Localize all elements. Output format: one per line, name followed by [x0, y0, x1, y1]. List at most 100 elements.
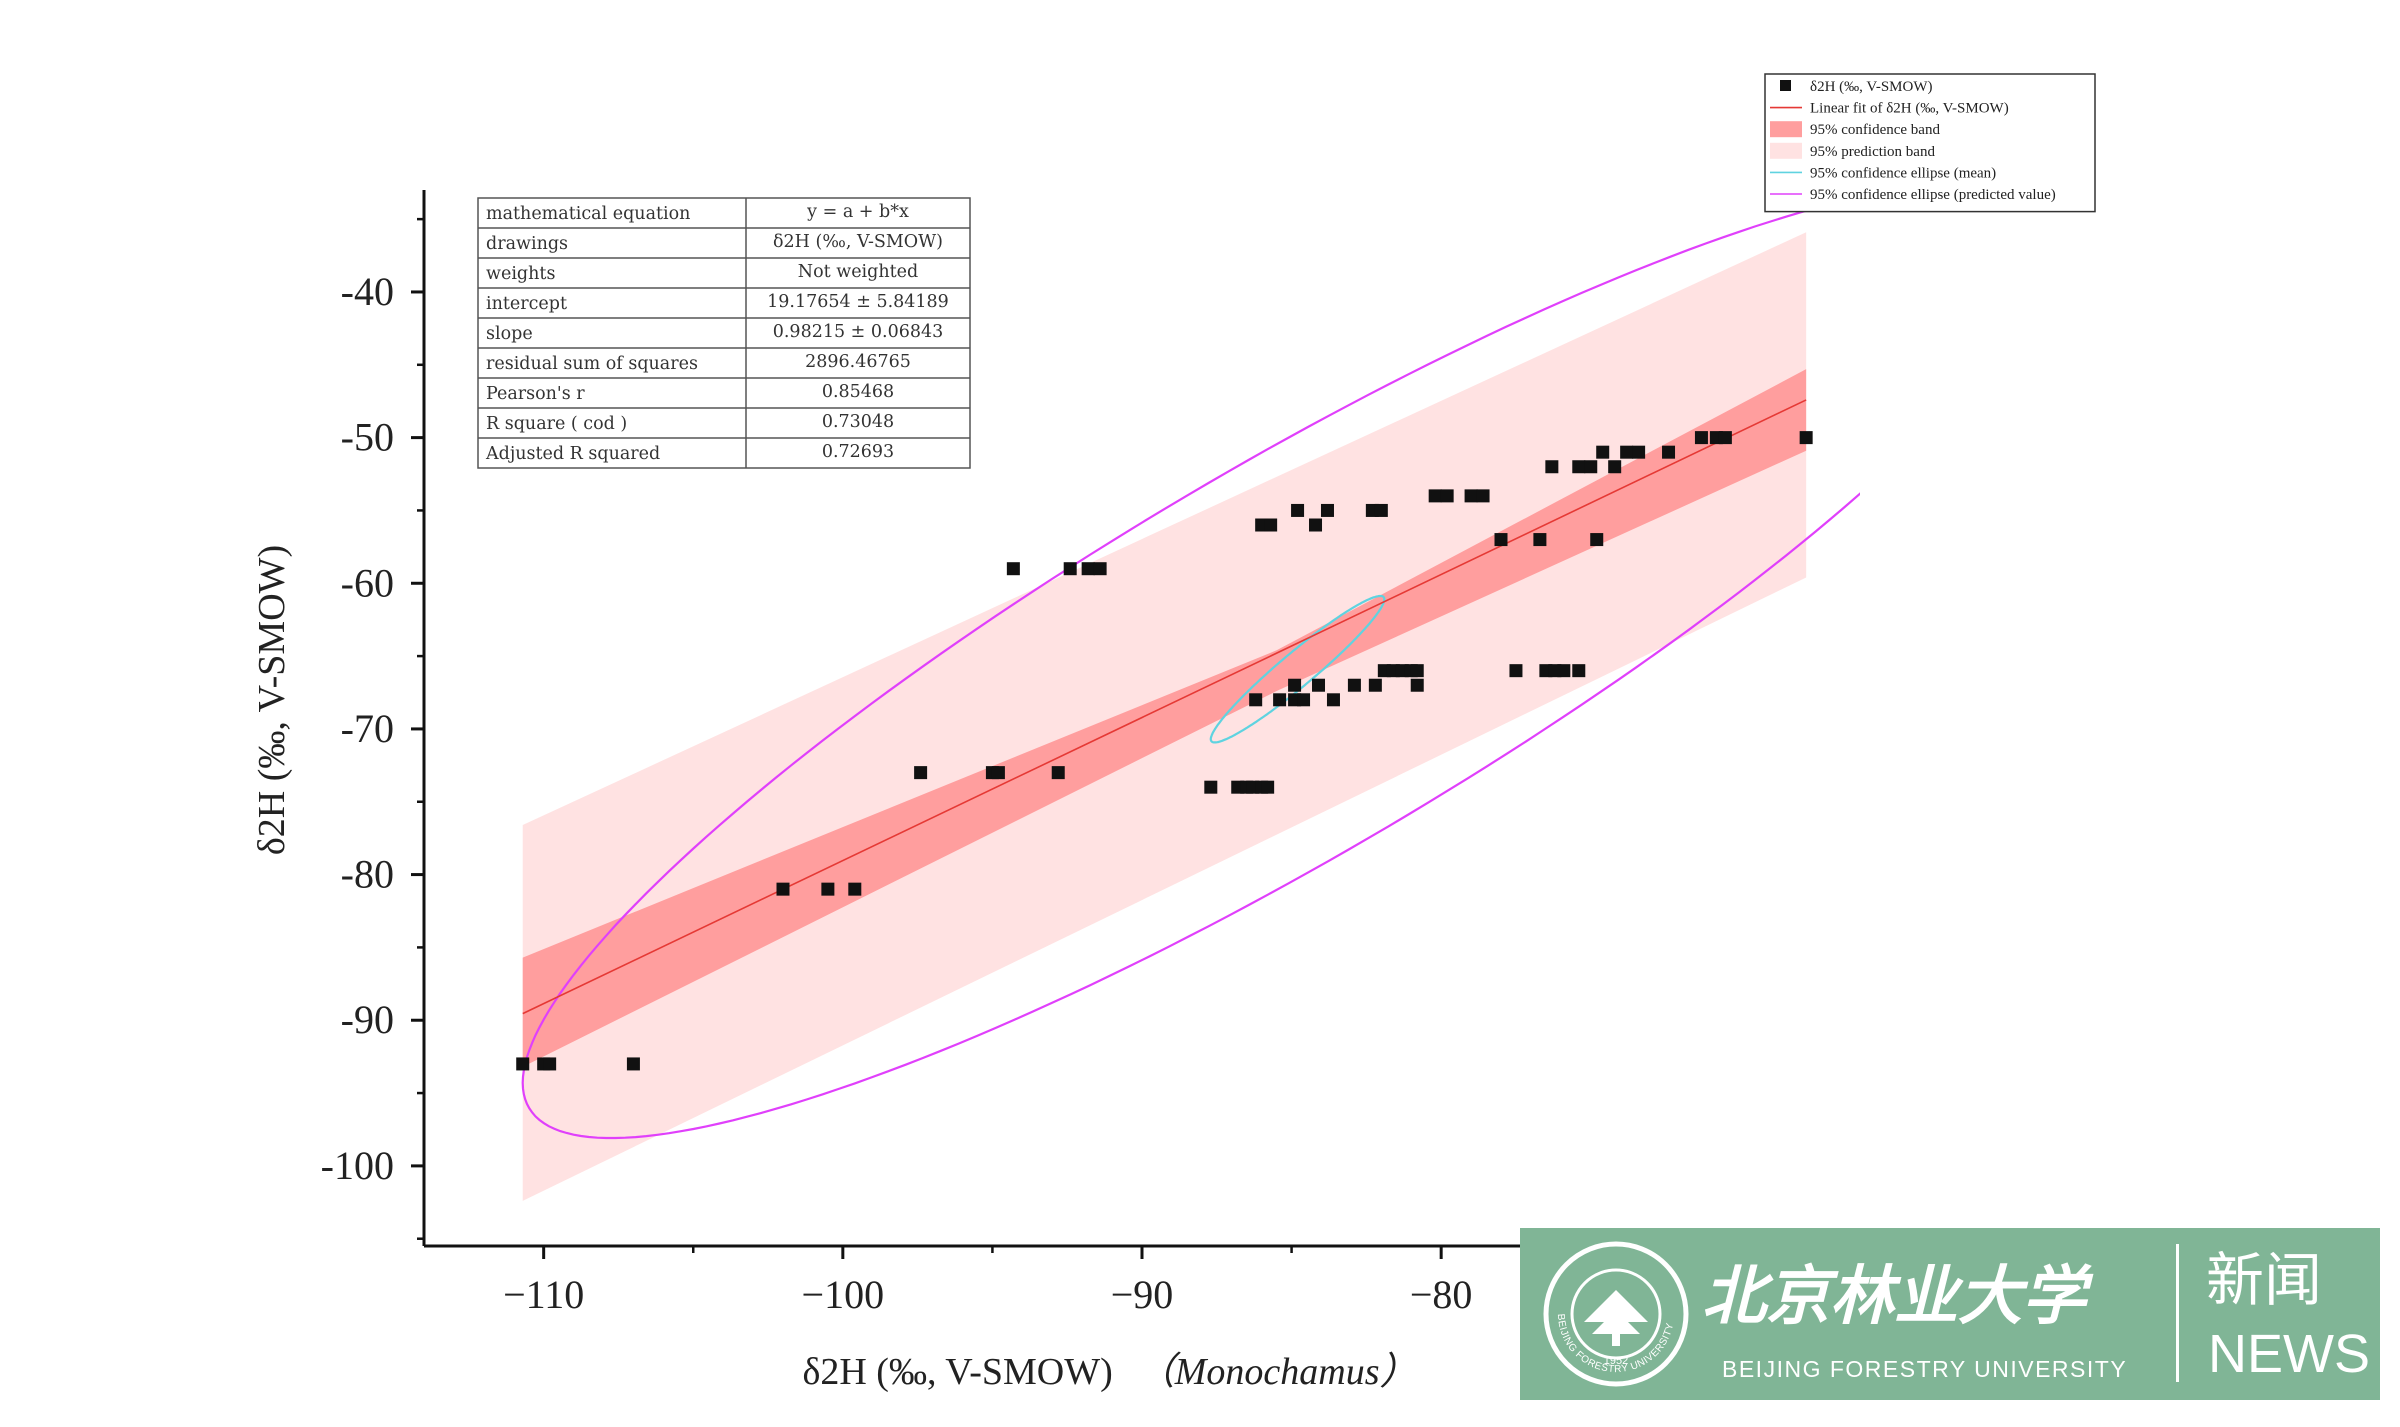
stats-table-value: δ2H (‰, V-SMOW) [773, 232, 943, 252]
stats-table-value: y = a + b*x [806, 202, 909, 222]
legend-frame [1764, 73, 2096, 213]
data-point [1718, 431, 1732, 445]
data-point [1494, 533, 1508, 547]
watermark-background [1520, 1228, 2380, 1400]
data-point [1608, 460, 1622, 474]
data-point [1063, 562, 1077, 576]
data-point [1799, 431, 1813, 445]
data-point [776, 882, 790, 896]
data-point [1312, 678, 1326, 692]
y-tick-label: -90 [341, 997, 394, 1042]
legend-label: 95% confidence ellipse (predicted value) [1810, 187, 2056, 203]
y-tick-label: -60 [341, 560, 394, 605]
legend-marker-fill [1770, 142, 1802, 159]
stats-table-value: Not weighted [798, 262, 918, 282]
brand-chinese: 北京林业大学 [1702, 1260, 2094, 1332]
confidence-ellipse-mean [1209, 594, 1386, 744]
data-point [1662, 445, 1676, 459]
stats-table-label: slope [486, 324, 533, 344]
data-point [1584, 460, 1598, 474]
data-point [848, 882, 862, 896]
stats-table: mathematical equation y = a + b*x drawings… [477, 197, 971, 469]
data-point [1297, 693, 1311, 707]
legend-label: 95% confidence ellipse (mean) [1810, 165, 1996, 181]
stats-table-label: Adjusted R squared [485, 444, 660, 464]
legend-marker-fill [1770, 121, 1802, 138]
y-tick-label: -40 [341, 269, 394, 314]
stats-table-frame [477, 197, 971, 469]
data-point [1632, 445, 1646, 459]
confidence-ellipse-predicted [521, 195, 1860, 1140]
data-point [1288, 678, 1302, 692]
data-point [1249, 693, 1263, 707]
bands-layer [522, 232, 1807, 1201]
data-point [821, 882, 835, 896]
data-point [516, 1057, 530, 1071]
data-point [1410, 678, 1424, 692]
data-point [1326, 693, 1340, 707]
stats-table-value: 2896.46765 [805, 352, 911, 372]
data-point [1273, 693, 1287, 707]
y-tick-label: -70 [341, 706, 394, 751]
data-point [1204, 780, 1218, 794]
x-axis-title: δ2H (‰, V-SMOW) （Monochamus） [802, 1351, 1417, 1393]
data-point [1368, 678, 1382, 692]
data-point [1694, 431, 1708, 445]
stats-table-label: mathematical equation [486, 204, 690, 224]
y-tick-label: -80 [341, 852, 394, 897]
stats-table-label: Pearson's r [486, 384, 585, 404]
data-point [991, 766, 1005, 780]
data-point [1320, 503, 1334, 517]
linear-fit-line [522, 399, 1807, 1015]
x-tick-label: −90 [1111, 1272, 1174, 1317]
stats-table-value: 19.17654 ± 5.84189 [767, 292, 949, 312]
stats-table-label: residual sum of squares [486, 354, 698, 374]
data-point [543, 1057, 557, 1071]
data-point [1410, 664, 1424, 678]
data-point [1374, 503, 1388, 517]
data-point [1620, 445, 1634, 459]
news-chinese: 新闻 [2206, 1248, 2322, 1313]
stats-table-label: R square ( cod ) [486, 414, 627, 434]
data-point [1006, 562, 1020, 576]
data-point [1093, 562, 1107, 576]
data-point [1261, 780, 1275, 794]
news-english: NEWS [2208, 1324, 2370, 1384]
data-point [1051, 766, 1065, 780]
fit-line-layer [522, 399, 1807, 1015]
stats-table-label: drawings [486, 234, 568, 254]
data-point [1081, 562, 1095, 576]
legend-label: 95% prediction band [1810, 144, 1935, 160]
data-point [1428, 489, 1442, 503]
legend-marker-square [1780, 80, 1791, 91]
data-point [1572, 664, 1586, 678]
data-point [1464, 489, 1478, 503]
data-point [1509, 664, 1523, 678]
legend-label: 95% confidence band [1810, 122, 1940, 138]
stats-table-label: weights [486, 264, 555, 284]
university-watermark: 1952 北京林业大学 BEIJING FORESTRY UNIVERSITY … [1520, 1228, 2380, 1400]
legend: δ2H (‰, V-SMOW) Linear fit of δ2H (‰, V-S… [1764, 73, 2096, 213]
watermark-divider [2176, 1244, 2179, 1382]
y-tick-label: -100 [321, 1143, 394, 1188]
stats-table-label: intercept [486, 294, 567, 314]
data-point [1264, 518, 1278, 532]
data-point [1572, 460, 1586, 474]
stats-table-value: 0.85468 [822, 382, 894, 402]
ellipses-layer [521, 195, 1860, 1140]
y-axis-title: δ2H (‰, V-SMOW) [251, 545, 293, 855]
data-point [1309, 518, 1323, 532]
stats-table-value: 0.72693 [822, 442, 894, 462]
x-tick-label: −100 [802, 1272, 885, 1317]
x-tick-label: −80 [1410, 1272, 1473, 1317]
x-tick-label: −110 [503, 1272, 584, 1317]
legend-label: δ2H (‰, V-SMOW) [1810, 79, 1933, 95]
data-point [1590, 533, 1604, 547]
seal-year: 1952 [1604, 1355, 1628, 1367]
legend-label: Linear fit of δ2H (‰, V-SMOW) [1810, 101, 2009, 117]
data-point [1545, 460, 1559, 474]
data-point [1557, 664, 1571, 678]
points-layer [516, 431, 1813, 1071]
data-point [626, 1057, 640, 1071]
stats-table-value: 0.98215 ± 0.06843 [773, 322, 944, 342]
